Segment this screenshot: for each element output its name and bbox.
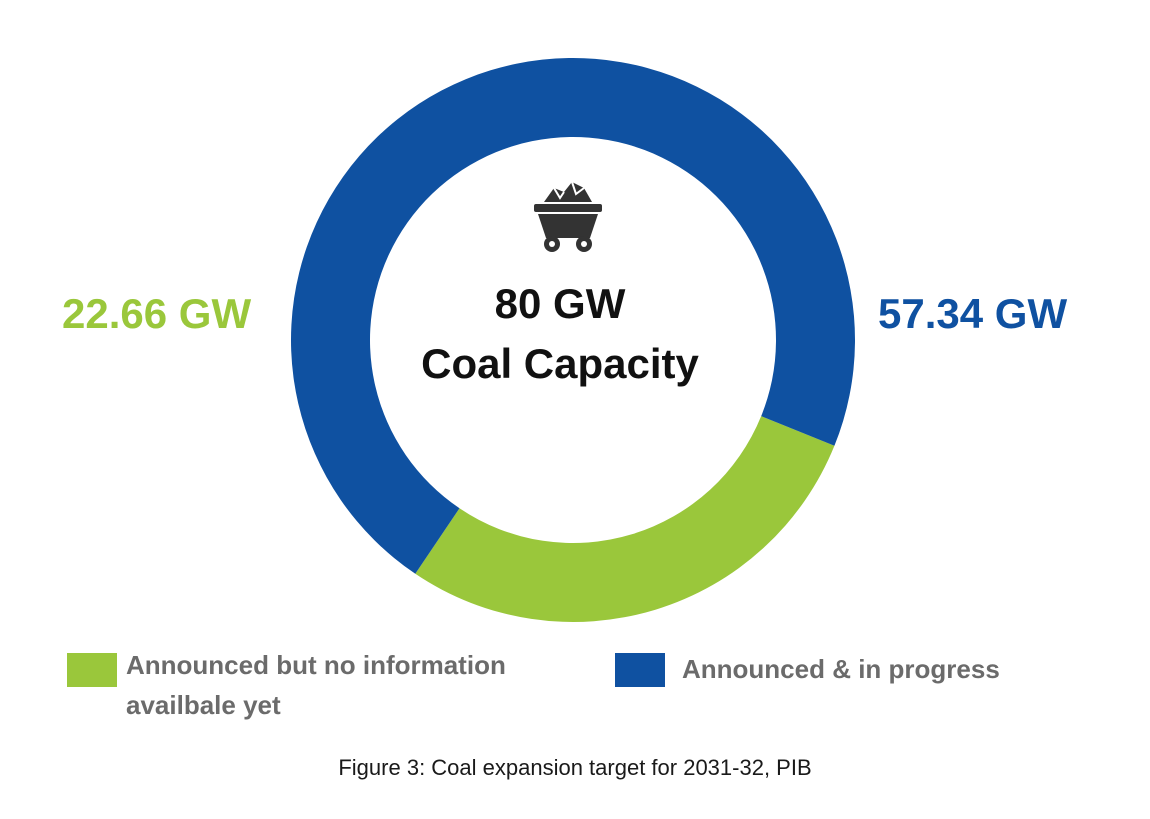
- slice-announced-in-progress: [291, 57, 856, 574]
- center-label: Coal Capacity: [421, 340, 699, 387]
- coal-cart-icon: [532, 178, 604, 259]
- legend-swatch-announced-in-progress: [615, 653, 665, 687]
- center-value: 80 GW: [494, 280, 626, 327]
- data-label-announced-in-progress: 57.34 GW: [878, 290, 1068, 337]
- legend-label-announced-in-progress: Announced & in progress: [682, 654, 1000, 684]
- figure-caption: Figure 3: Coal expansion target for 2031…: [338, 755, 812, 780]
- data-label-announced-no-info: 22.66 GW: [62, 290, 252, 337]
- legend-label-announced-no-info: Announced but no information availbale y…: [126, 650, 506, 720]
- slice-announced-no-info: [415, 416, 835, 622]
- legend-swatch-announced-no-info: [67, 653, 117, 687]
